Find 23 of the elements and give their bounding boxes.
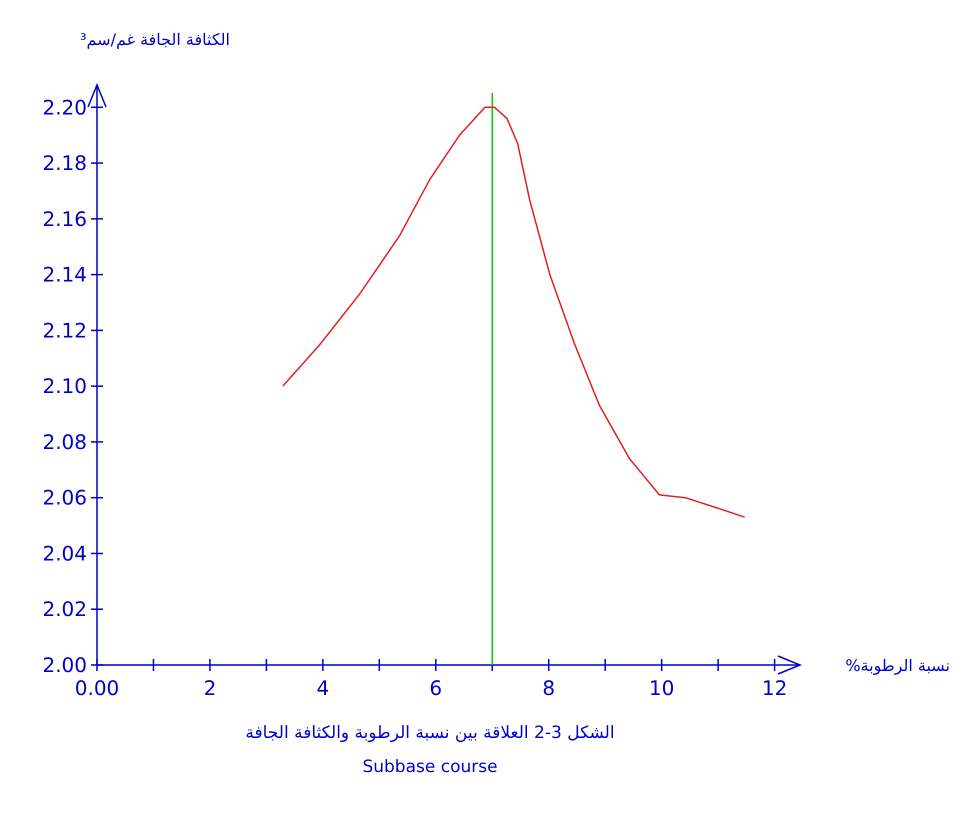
x-tick-label: 10 bbox=[648, 676, 674, 700]
y-tick-label: 2.08 bbox=[42, 430, 87, 454]
y-axis-title: الكثافة الجافة غم/سم³ bbox=[80, 30, 230, 49]
text: Subbase course bbox=[362, 757, 498, 777]
y-tick-label: 2.10 bbox=[42, 374, 87, 398]
y-tick-label: 2.00 bbox=[42, 653, 87, 677]
y-tick-label: 2.12 bbox=[42, 318, 87, 342]
x-tick-label: 0.00 bbox=[74, 676, 120, 700]
y-tick-label: 2.04 bbox=[42, 541, 87, 566]
x-tick-label: 8 bbox=[542, 676, 556, 700]
x-tick-label: 6 bbox=[429, 676, 442, 700]
y-tick-label: 2.14 bbox=[42, 262, 87, 287]
x-tick-label: 12 bbox=[762, 676, 788, 700]
y-tick-label: 2.06 bbox=[42, 486, 87, 510]
x-tick-label: 4 bbox=[316, 676, 330, 700]
y-tick-label: 2.18 bbox=[42, 151, 87, 176]
line-series bbox=[282, 106, 746, 518]
y-tick-label: 2.20 bbox=[42, 95, 87, 120]
y-tick-label: 2.16 bbox=[42, 206, 87, 231]
text: الشكل 3-2 العلاقة بين نسبة الرطوبة والكثافة الجافة bbox=[245, 723, 615, 743]
x-tick-label: 2 bbox=[204, 676, 216, 700]
y-tick-label: 2.02 bbox=[42, 597, 87, 622]
x-axis-title: نسبة الرطوبة% bbox=[845, 656, 950, 675]
